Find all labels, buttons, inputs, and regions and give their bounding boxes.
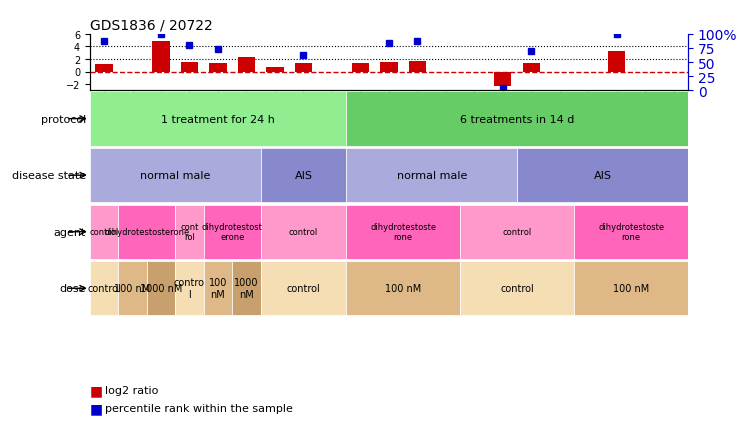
- Bar: [96, 65, 112, 72]
- Text: dihydrotestoste
rone: dihydrotestoste rone: [370, 223, 436, 242]
- Text: AIS: AIS: [594, 171, 612, 181]
- Bar: [181, 63, 198, 72]
- Bar: [238, 58, 255, 72]
- Bar: [523, 64, 540, 72]
- Text: ■: ■: [90, 384, 103, 398]
- Text: dihydrotestoste
rone: dihydrotestoste rone: [598, 223, 664, 242]
- Text: percentile rank within the sample: percentile rank within the sample: [105, 403, 292, 413]
- Text: 100
nM: 100 nM: [209, 278, 227, 299]
- Text: protocol: protocol: [41, 115, 86, 124]
- Text: normal male: normal male: [140, 171, 210, 181]
- FancyBboxPatch shape: [346, 205, 460, 259]
- Bar: [494, 72, 512, 87]
- FancyBboxPatch shape: [261, 205, 346, 259]
- FancyBboxPatch shape: [90, 92, 346, 146]
- Text: 6 treatments in 14 d: 6 treatments in 14 d: [460, 115, 574, 124]
- Text: control: control: [500, 284, 534, 293]
- Bar: [295, 63, 312, 72]
- Text: normal male: normal male: [396, 171, 467, 181]
- FancyBboxPatch shape: [203, 205, 261, 259]
- Bar: [209, 64, 227, 72]
- FancyBboxPatch shape: [346, 262, 460, 316]
- Text: 1000 nM: 1000 nM: [140, 284, 183, 293]
- FancyBboxPatch shape: [574, 262, 688, 316]
- Bar: [409, 62, 426, 72]
- Bar: [352, 64, 369, 72]
- Bar: [266, 68, 283, 72]
- FancyBboxPatch shape: [261, 149, 346, 203]
- Text: 100 nM: 100 nM: [114, 284, 150, 293]
- FancyBboxPatch shape: [118, 205, 175, 259]
- FancyBboxPatch shape: [90, 205, 118, 259]
- FancyBboxPatch shape: [261, 262, 346, 316]
- Bar: [153, 42, 170, 72]
- FancyBboxPatch shape: [346, 92, 688, 146]
- Text: control: control: [289, 228, 318, 237]
- FancyBboxPatch shape: [517, 149, 688, 203]
- FancyBboxPatch shape: [175, 205, 203, 259]
- Text: agent: agent: [54, 227, 86, 237]
- Text: log2 ratio: log2 ratio: [105, 386, 158, 395]
- FancyBboxPatch shape: [460, 262, 574, 316]
- Text: dihydrotestosterone: dihydrotestosterone: [104, 228, 189, 237]
- FancyBboxPatch shape: [175, 262, 203, 316]
- Text: disease state: disease state: [12, 171, 86, 181]
- FancyBboxPatch shape: [346, 149, 517, 203]
- Bar: [608, 52, 625, 72]
- Text: GDS1836 / 20722: GDS1836 / 20722: [90, 18, 212, 32]
- Text: control: control: [503, 228, 532, 237]
- Text: AIS: AIS: [295, 171, 313, 181]
- Text: cont
rol: cont rol: [180, 223, 199, 242]
- Text: 100 nM: 100 nM: [385, 284, 421, 293]
- Text: control: control: [87, 284, 121, 293]
- Text: 1 treatment for 24 h: 1 treatment for 24 h: [161, 115, 275, 124]
- Text: control: control: [89, 228, 119, 237]
- Text: dihydrotestost
erone: dihydrotestost erone: [202, 223, 263, 242]
- Text: 1000
nM: 1000 nM: [234, 278, 259, 299]
- FancyBboxPatch shape: [90, 149, 261, 203]
- FancyBboxPatch shape: [574, 205, 688, 259]
- FancyBboxPatch shape: [147, 262, 175, 316]
- Text: ■: ■: [90, 401, 103, 415]
- FancyBboxPatch shape: [203, 262, 232, 316]
- Text: control: control: [286, 284, 320, 293]
- Text: contro
l: contro l: [174, 278, 205, 299]
- FancyBboxPatch shape: [90, 262, 118, 316]
- Bar: [381, 63, 397, 72]
- Text: 100 nM: 100 nM: [613, 284, 649, 293]
- FancyBboxPatch shape: [460, 205, 574, 259]
- Text: dose: dose: [60, 284, 86, 293]
- FancyBboxPatch shape: [232, 262, 261, 316]
- FancyBboxPatch shape: [118, 262, 147, 316]
